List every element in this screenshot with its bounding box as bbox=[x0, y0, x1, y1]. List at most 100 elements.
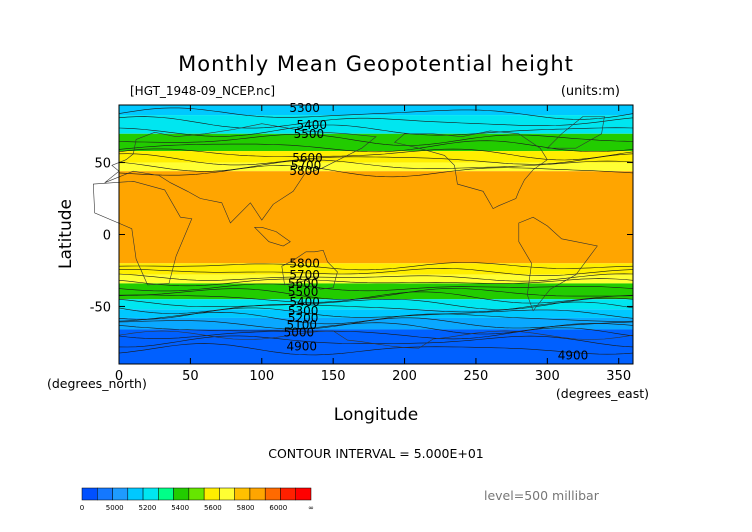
contour-line bbox=[118, 267, 634, 277]
color-band-11 bbox=[119, 317, 633, 330]
units-label: (units:m) bbox=[561, 84, 620, 99]
coastline bbox=[92, 180, 193, 286]
colorbar-segment bbox=[264, 487, 281, 501]
contour-line bbox=[118, 301, 634, 314]
colorbar-segment bbox=[295, 487, 312, 501]
color-band-9 bbox=[119, 299, 633, 310]
coastline bbox=[393, 130, 548, 209]
contour-line bbox=[118, 133, 634, 146]
chart-title: Monthly Mean Geopotential height bbox=[178, 52, 574, 76]
contour-line bbox=[118, 322, 634, 335]
colorbar-segment bbox=[81, 487, 98, 501]
x-tick-label: 150 bbox=[321, 369, 346, 384]
contour-label: 4900 bbox=[286, 340, 317, 354]
y-tick-label: -50 bbox=[90, 300, 111, 315]
contour-line bbox=[118, 116, 634, 129]
coastline-antarctica bbox=[118, 330, 634, 349]
contour-line bbox=[118, 291, 634, 304]
contour-line bbox=[118, 159, 634, 172]
coastline bbox=[546, 116, 605, 149]
x-tick-label: 300 bbox=[535, 369, 560, 384]
x-tick-label: 250 bbox=[464, 369, 489, 384]
colorbar: 0 5000 5200 5400 5600 5800 6000 ∞ bbox=[80, 487, 314, 512]
colorbar-segment bbox=[234, 487, 251, 501]
x-tick-label: 200 bbox=[392, 369, 417, 384]
color-band-1 bbox=[119, 115, 633, 134]
colorbar-tick-label: 5600 bbox=[204, 504, 222, 512]
y-unit-label: (degrees_north) bbox=[47, 376, 147, 391]
contour-line bbox=[118, 343, 634, 356]
color-band-7 bbox=[119, 274, 633, 284]
colorbar-segment bbox=[173, 487, 190, 501]
contour-line bbox=[118, 307, 634, 320]
colorbar-segment bbox=[249, 487, 266, 501]
contour-line bbox=[118, 164, 634, 178]
contour-label: 5300 bbox=[288, 304, 319, 318]
contour-label: 5100 bbox=[286, 318, 317, 332]
contour-line bbox=[118, 297, 634, 310]
contour-label: 5200 bbox=[288, 311, 319, 325]
colorbar-tick-label: 5400 bbox=[171, 504, 189, 512]
colorbar-segment bbox=[97, 487, 113, 501]
contour-label: 5800 bbox=[289, 256, 320, 270]
contour-label: 5500 bbox=[294, 127, 325, 141]
coastline bbox=[281, 249, 338, 290]
y-tick-label: 50 bbox=[94, 157, 111, 172]
x-tick-label: 0 bbox=[115, 369, 123, 384]
file-label: [HGT_1948-09_NCEP.nc] bbox=[130, 84, 275, 98]
y-axis-title: Latitude bbox=[56, 199, 76, 269]
colorbar-segment bbox=[142, 487, 159, 501]
contour-line bbox=[118, 140, 634, 153]
contour-label: 5500 bbox=[288, 285, 319, 299]
contour-label: 5000 bbox=[284, 325, 315, 339]
contour-line bbox=[118, 107, 634, 120]
color-band-10 bbox=[119, 309, 633, 318]
colorbar-segment bbox=[219, 487, 235, 501]
x-tick-label: 50 bbox=[182, 369, 199, 384]
color-band-6 bbox=[119, 263, 633, 275]
x-unit-label: (degrees_east) bbox=[556, 386, 649, 401]
y-tick-label: 0 bbox=[103, 229, 111, 244]
x-tick-label: 350 bbox=[606, 369, 631, 384]
contour-line bbox=[118, 327, 634, 340]
colorbar-tick-label: 5000 bbox=[106, 504, 124, 512]
contour-line bbox=[118, 124, 634, 137]
contour-interval-text: CONTOUR INTERVAL = 5.000E+01 bbox=[268, 446, 484, 461]
contour-label: 5600 bbox=[288, 276, 319, 290]
colorbar-tick-label: ∞ bbox=[308, 504, 314, 512]
contour-label: 4900 bbox=[558, 348, 589, 362]
contour-label: 5700 bbox=[289, 268, 320, 282]
coastline bbox=[518, 216, 598, 312]
colorbar-tick-label: 5800 bbox=[237, 504, 255, 512]
contour-line bbox=[118, 283, 634, 292]
contour-line bbox=[118, 278, 634, 287]
contour-label: 5800 bbox=[289, 164, 320, 178]
colorbar-segment bbox=[112, 487, 129, 501]
colorbar-segment bbox=[188, 487, 205, 501]
contour-line bbox=[118, 153, 634, 166]
color-band-0 bbox=[119, 105, 633, 116]
contour-line bbox=[118, 273, 634, 282]
color-band-5 bbox=[119, 171, 633, 264]
color-band-12 bbox=[119, 329, 633, 364]
coastline bbox=[104, 123, 377, 224]
contour-label: 5400 bbox=[289, 295, 320, 309]
colorbar-segment bbox=[158, 487, 174, 501]
x-axis-title: Longitude bbox=[334, 405, 419, 425]
colorbar-tick-label: 6000 bbox=[269, 504, 287, 512]
colorbar-segment bbox=[203, 487, 220, 501]
level-text: level=500 millibar bbox=[484, 488, 600, 503]
plot-area: 5300540055005600570058005800570056005500… bbox=[92, 101, 634, 365]
contour-line bbox=[118, 288, 634, 300]
contour-label: 5700 bbox=[291, 158, 322, 172]
colorbar-tick-label: 5200 bbox=[139, 504, 157, 512]
contour-label: 5400 bbox=[296, 118, 327, 132]
contour-label: 5300 bbox=[289, 101, 320, 115]
colorbar-tick-label: 0 bbox=[80, 504, 84, 512]
colorbar-segment bbox=[280, 487, 296, 501]
x-tick-label: 100 bbox=[249, 369, 274, 384]
coastline bbox=[253, 227, 291, 247]
contour-label: 5600 bbox=[292, 151, 323, 165]
colorbar-segment bbox=[127, 487, 144, 501]
